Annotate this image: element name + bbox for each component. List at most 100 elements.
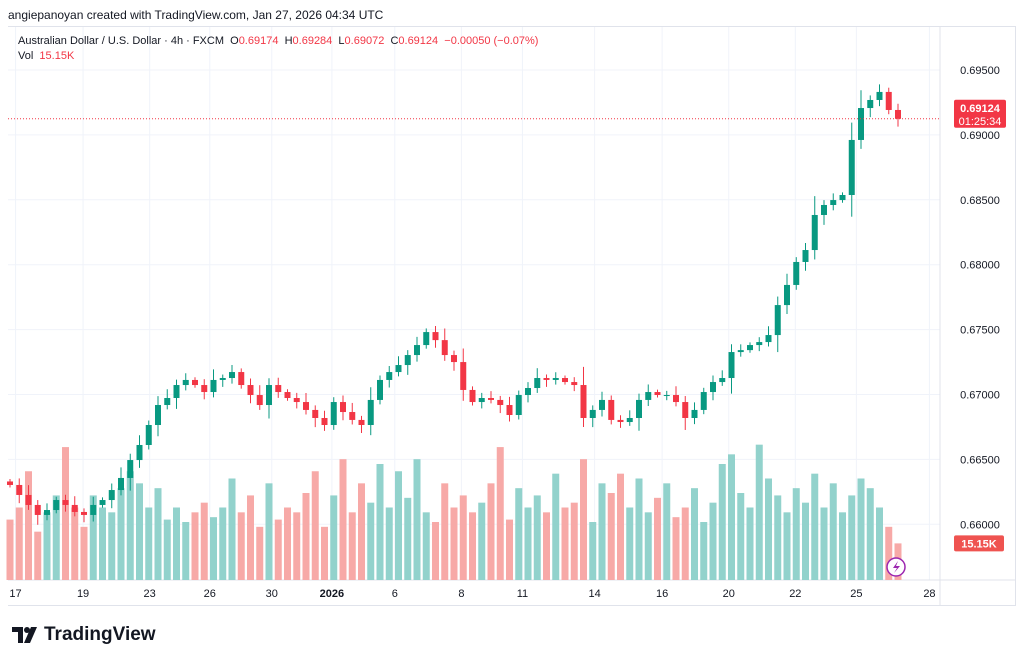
- volume-bar: [552, 473, 560, 580]
- candle-body: [192, 379, 198, 386]
- candle-body: [118, 477, 124, 491]
- volume-bar: [432, 522, 439, 580]
- candle-body: [127, 460, 134, 478]
- volume-bar: [857, 478, 865, 580]
- candle-body: [682, 402, 689, 418]
- volume-bar: [487, 483, 495, 580]
- candle-body: [219, 378, 226, 380]
- candle-body: [478, 398, 485, 403]
- price-tick-label: 0.68500: [960, 195, 1000, 207]
- volume-bar: [126, 471, 134, 580]
- volume-bar: [219, 507, 227, 580]
- candle-body: [349, 412, 356, 420]
- volume-bar: [358, 483, 365, 580]
- volume-bar: [34, 531, 42, 580]
- low-label: L: [338, 35, 345, 47]
- candle-body: [145, 425, 152, 445]
- volume-bar: [145, 507, 153, 580]
- volume-label[interactable]: Vol: [18, 50, 34, 62]
- volume-bar: [607, 493, 615, 580]
- candle-body: [451, 355, 457, 363]
- volume-bar: [737, 493, 745, 580]
- volume-bar: [302, 493, 310, 580]
- volume-bar: [663, 483, 671, 580]
- volume-bar: [709, 502, 717, 580]
- time-tick-label: 28: [923, 588, 935, 600]
- volume-bar: [256, 526, 264, 580]
- candle-body: [81, 511, 87, 515]
- volume-value: 15.15K: [39, 50, 75, 62]
- time-tick-label: 8: [458, 588, 464, 600]
- volume-bar: [413, 459, 421, 580]
- volume-bar: [376, 464, 384, 580]
- volume-bar: [506, 519, 513, 580]
- candle-body: [71, 504, 78, 512]
- candle-body: [830, 200, 837, 205]
- candle-body: [589, 409, 596, 418]
- candle-body: [599, 399, 605, 410]
- candle-body: [747, 345, 753, 351]
- tradingview-logo[interactable]: TradingView: [12, 624, 156, 646]
- volume-bar: [99, 507, 106, 580]
- candle-body: [330, 402, 337, 426]
- volume-bar: [200, 502, 208, 580]
- volume-bar: [80, 526, 88, 580]
- volume-bar: [6, 519, 14, 580]
- volume-bar: [654, 497, 661, 580]
- price-tick-label: 0.69500: [960, 65, 1000, 77]
- volume-bar: [469, 512, 476, 580]
- candle-body: [201, 385, 208, 393]
- price-tick-label: 0.67000: [960, 390, 1000, 402]
- candle-body: [386, 372, 393, 380]
- candlestick-chart[interactable]: 0.69500 0.69000 0.68500 0.68000 0.67500 0.670…: [0, 0, 1024, 610]
- time-tick-label: 25: [850, 588, 862, 600]
- volume-bar: [829, 483, 837, 580]
- volume-bar: [330, 495, 338, 580]
- volume-bar: [728, 454, 735, 580]
- volume-bar: [339, 459, 347, 580]
- candle-body: [441, 340, 448, 356]
- tradingview-logo-icon: [12, 627, 37, 643]
- candle-body: [534, 378, 541, 389]
- candle-body: [44, 510, 50, 515]
- candle-body: [340, 402, 346, 413]
- candle-body: [136, 444, 143, 461]
- candle-body: [737, 350, 744, 353]
- low-value: 0.69072: [344, 35, 385, 47]
- candle-body: [182, 379, 189, 386]
- volume-bar: [746, 507, 754, 580]
- volume-bar: [635, 478, 643, 580]
- change-value: −0.00050 (−0.07%): [444, 35, 539, 47]
- volume-bar: [876, 507, 883, 580]
- candle-body: [321, 417, 328, 426]
- candle-body: [525, 388, 531, 396]
- candle-body: [636, 399, 642, 418]
- volume-bar: [626, 507, 634, 580]
- candle-body: [34, 504, 41, 515]
- candle-body: [229, 372, 235, 379]
- candle-body: [506, 405, 513, 416]
- volume-bar: [25, 471, 32, 580]
- volume-bar: [173, 507, 180, 580]
- candle-body: [617, 419, 624, 423]
- volume-bar: [496, 447, 504, 580]
- volume-bar: [247, 495, 254, 580]
- price-tick-label: 0.66500: [960, 454, 1000, 466]
- volume-bar: [755, 444, 763, 580]
- candle-body: [432, 332, 439, 341]
- candle-body: [155, 405, 161, 426]
- bar-countdown: 01:25:34: [959, 116, 1002, 128]
- volume-bar: [182, 522, 190, 580]
- lightning-icon[interactable]: [886, 557, 906, 577]
- candle-body: [543, 378, 550, 380]
- candle-body: [312, 409, 319, 418]
- volume-bar: [89, 495, 97, 580]
- candle-body: [710, 382, 716, 393]
- volume-bar: [589, 522, 597, 580]
- candle-body: [367, 399, 374, 426]
- candle-body: [895, 109, 901, 119]
- candle-body: [858, 108, 864, 140]
- volume-bar: [718, 464, 726, 580]
- volume-bar: [700, 522, 708, 580]
- symbol-title[interactable]: Australian Dollar / U.S. Dollar · 4h · F…: [18, 35, 224, 47]
